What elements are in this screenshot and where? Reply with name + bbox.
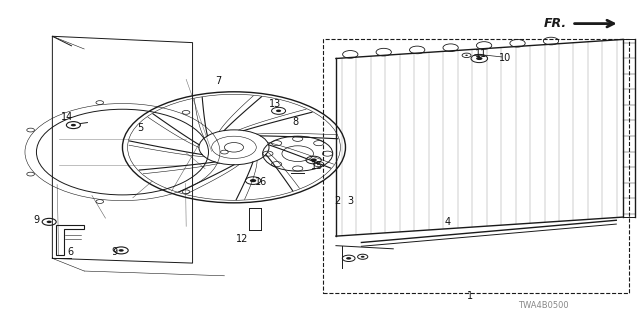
Circle shape xyxy=(476,57,483,60)
Text: FR.: FR. xyxy=(544,17,567,30)
Text: 14: 14 xyxy=(61,112,73,122)
Text: 12: 12 xyxy=(236,234,248,244)
Text: TWA4B0500: TWA4B0500 xyxy=(518,301,568,310)
Text: 4: 4 xyxy=(444,217,451,227)
Circle shape xyxy=(361,256,365,258)
Text: 13: 13 xyxy=(269,100,282,109)
Circle shape xyxy=(346,257,351,260)
Circle shape xyxy=(276,109,281,112)
Text: 3: 3 xyxy=(348,196,354,206)
Text: 2: 2 xyxy=(334,196,340,206)
Circle shape xyxy=(250,179,256,182)
Text: 9: 9 xyxy=(111,247,117,257)
Text: 5: 5 xyxy=(137,123,143,133)
Circle shape xyxy=(465,55,468,56)
Text: 8: 8 xyxy=(292,117,299,127)
Circle shape xyxy=(118,249,124,252)
Text: 15: 15 xyxy=(310,161,323,171)
Text: 9: 9 xyxy=(33,215,40,225)
Text: 11: 11 xyxy=(474,49,486,59)
Text: 1: 1 xyxy=(467,292,473,301)
Text: 7: 7 xyxy=(215,76,221,86)
Circle shape xyxy=(71,124,76,126)
Circle shape xyxy=(47,220,52,223)
Text: 10: 10 xyxy=(499,53,511,63)
Text: 6: 6 xyxy=(67,247,73,257)
Bar xyxy=(323,39,629,293)
Circle shape xyxy=(310,158,317,162)
Text: 16: 16 xyxy=(255,177,268,187)
